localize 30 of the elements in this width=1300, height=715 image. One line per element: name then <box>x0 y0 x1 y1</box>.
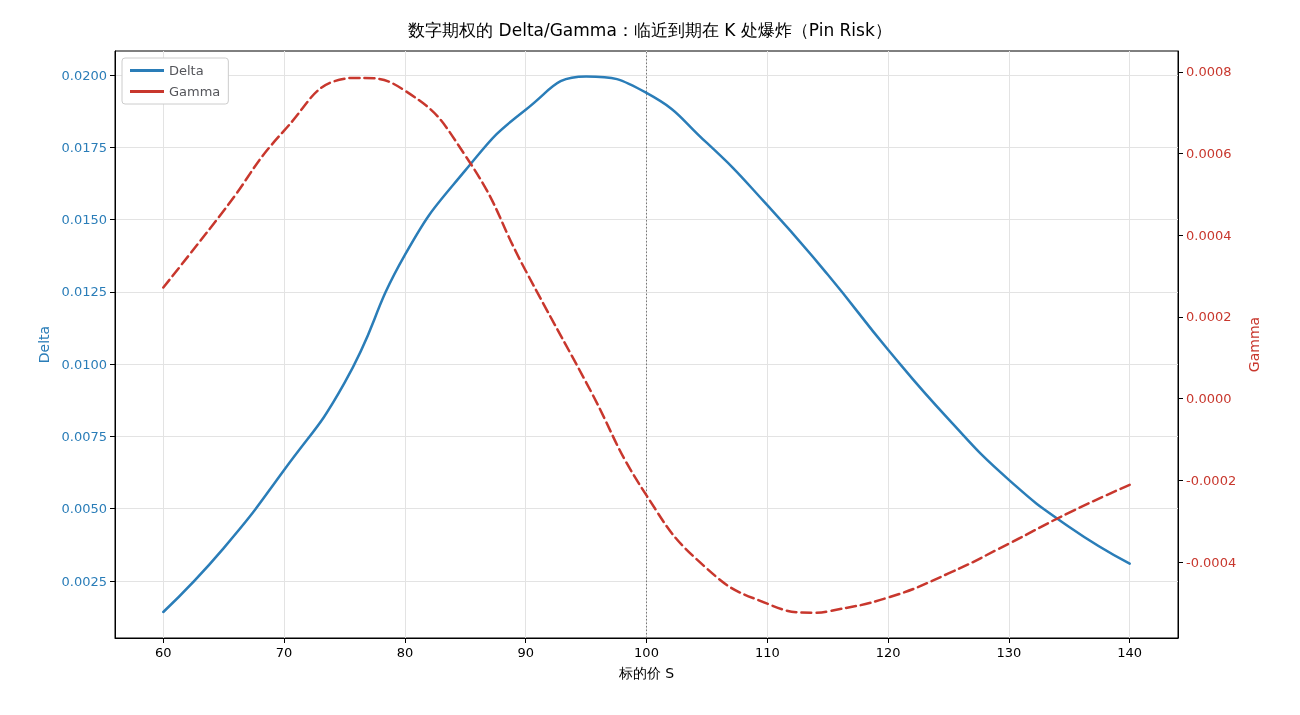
x-tick-label: 70 <box>275 645 293 660</box>
legend-label: Delta <box>169 63 204 78</box>
legend-label: Gamma <box>169 84 221 99</box>
y-tick-label: 0.0200 <box>61 67 107 83</box>
y2-tick-label: 0.0002 <box>1186 309 1232 325</box>
y2-axis-title: Gamma <box>1246 316 1263 373</box>
x-tick-label: 90 <box>517 645 534 660</box>
y2-tick-label: 0.0004 <box>1186 227 1232 243</box>
y-tick-label: 0.0125 <box>61 284 107 300</box>
x-tick-label: 60 <box>155 645 172 660</box>
y-axis-title: Delta <box>35 325 52 364</box>
y-tick-label: 0.0100 <box>61 356 107 372</box>
y2-tick-label: -0.0002 <box>1186 472 1237 488</box>
x-tick-label: 110 <box>754 645 780 660</box>
y-tick-label: 0.0150 <box>61 212 107 228</box>
y-tick-label: 0.0050 <box>61 501 107 517</box>
y-tick-label: 0.0075 <box>61 428 107 444</box>
y-tick-label: 0.0175 <box>61 139 107 155</box>
x-tick-label: 80 <box>396 645 414 660</box>
x-tick-label: 140 <box>1117 645 1143 660</box>
x-tick-label: 100 <box>634 645 659 660</box>
x-axis-title: 标的价 S <box>617 665 675 681</box>
y2-tick-label: 0.0006 <box>1186 146 1232 162</box>
x-tick-label: 120 <box>875 645 901 660</box>
y2-tick-label: -0.0004 <box>1186 554 1237 570</box>
y2-tick-label: 0.0000 <box>1186 391 1232 407</box>
x-tick-label: 130 <box>996 645 1022 660</box>
y2-tick-label: 0.0008 <box>1186 64 1232 80</box>
y-tick-label: 0.0025 <box>61 573 107 589</box>
chart-title: 数字期权的 Delta/Gamma：临近到期在 K 处爆炸（Pin Risk） <box>408 19 892 40</box>
